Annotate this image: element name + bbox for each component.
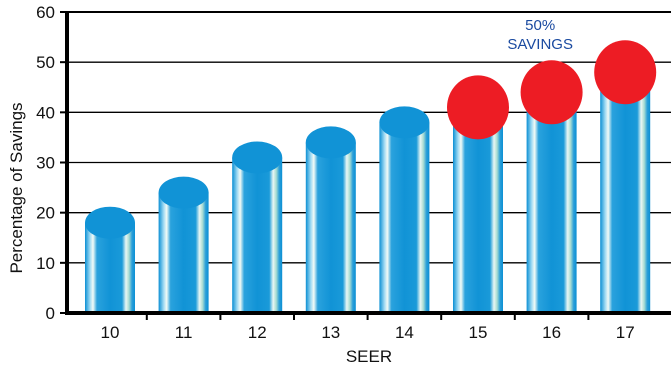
bar-11 (158, 176, 209, 313)
bar-16 (520, 60, 583, 314)
bar-13 (305, 126, 356, 313)
y-tick-label-20: 20 (36, 204, 55, 223)
bar-body-16 (526, 92, 577, 314)
bar-body-17 (600, 72, 651, 313)
bar-cap-13 (305, 126, 356, 159)
y-tick-labels: 0 10 20 30 40 50 60 (36, 3, 55, 323)
annotation-line-2: SAVINGS (507, 36, 573, 53)
annotation-line-1: 50% (525, 17, 555, 34)
y-tick-label-10: 10 (36, 254, 55, 273)
bar-cap-16 (520, 60, 583, 125)
x-tick-label-12: 12 (248, 323, 267, 342)
y-tick-label-40: 40 (36, 103, 55, 122)
bar-10 (85, 206, 135, 313)
x-tick-labels: 10 11 12 13 14 15 16 17 (101, 323, 635, 342)
bar-15 (447, 75, 509, 313)
y-tick-label-50: 50 (36, 53, 55, 72)
x-tick-label-10: 10 (101, 323, 120, 342)
bar-body-15 (453, 107, 503, 313)
bar-12 (232, 141, 283, 313)
x-tick-label-11: 11 (175, 323, 193, 342)
y-tick-label-60: 60 (36, 3, 55, 22)
bars (85, 40, 657, 314)
y-tick-label-0: 0 (46, 304, 55, 323)
bar-body-13 (305, 142, 356, 313)
x-tick-label-15: 15 (469, 323, 488, 342)
bar-cap-10 (85, 206, 135, 239)
y-tick-label-30: 30 (36, 154, 55, 173)
axes (60, 11, 671, 320)
x-tick-label-16: 16 (542, 323, 561, 342)
x-axis-title: SEER (346, 347, 392, 366)
bar-body-11 (158, 192, 209, 313)
bar-cap-17 (594, 40, 657, 105)
bar-cap-15 (447, 75, 509, 140)
y-axis-title: Percentage of Savings (7, 102, 26, 273)
bar-cap-11 (158, 176, 209, 209)
bar-cap-14 (379, 106, 430, 139)
x-tick-label-14: 14 (395, 323, 414, 342)
bar-cap-12 (232, 141, 283, 174)
savings-annotation: 50% SAVINGS (507, 17, 573, 53)
bar-17 (594, 40, 657, 313)
bar-body-12 (232, 157, 283, 313)
bar-14 (379, 106, 430, 313)
bar-body-14 (379, 122, 430, 313)
x-tick-label-13: 13 (321, 323, 340, 342)
grid-lines (67, 11, 671, 264)
x-tick-label-17: 17 (616, 323, 635, 342)
